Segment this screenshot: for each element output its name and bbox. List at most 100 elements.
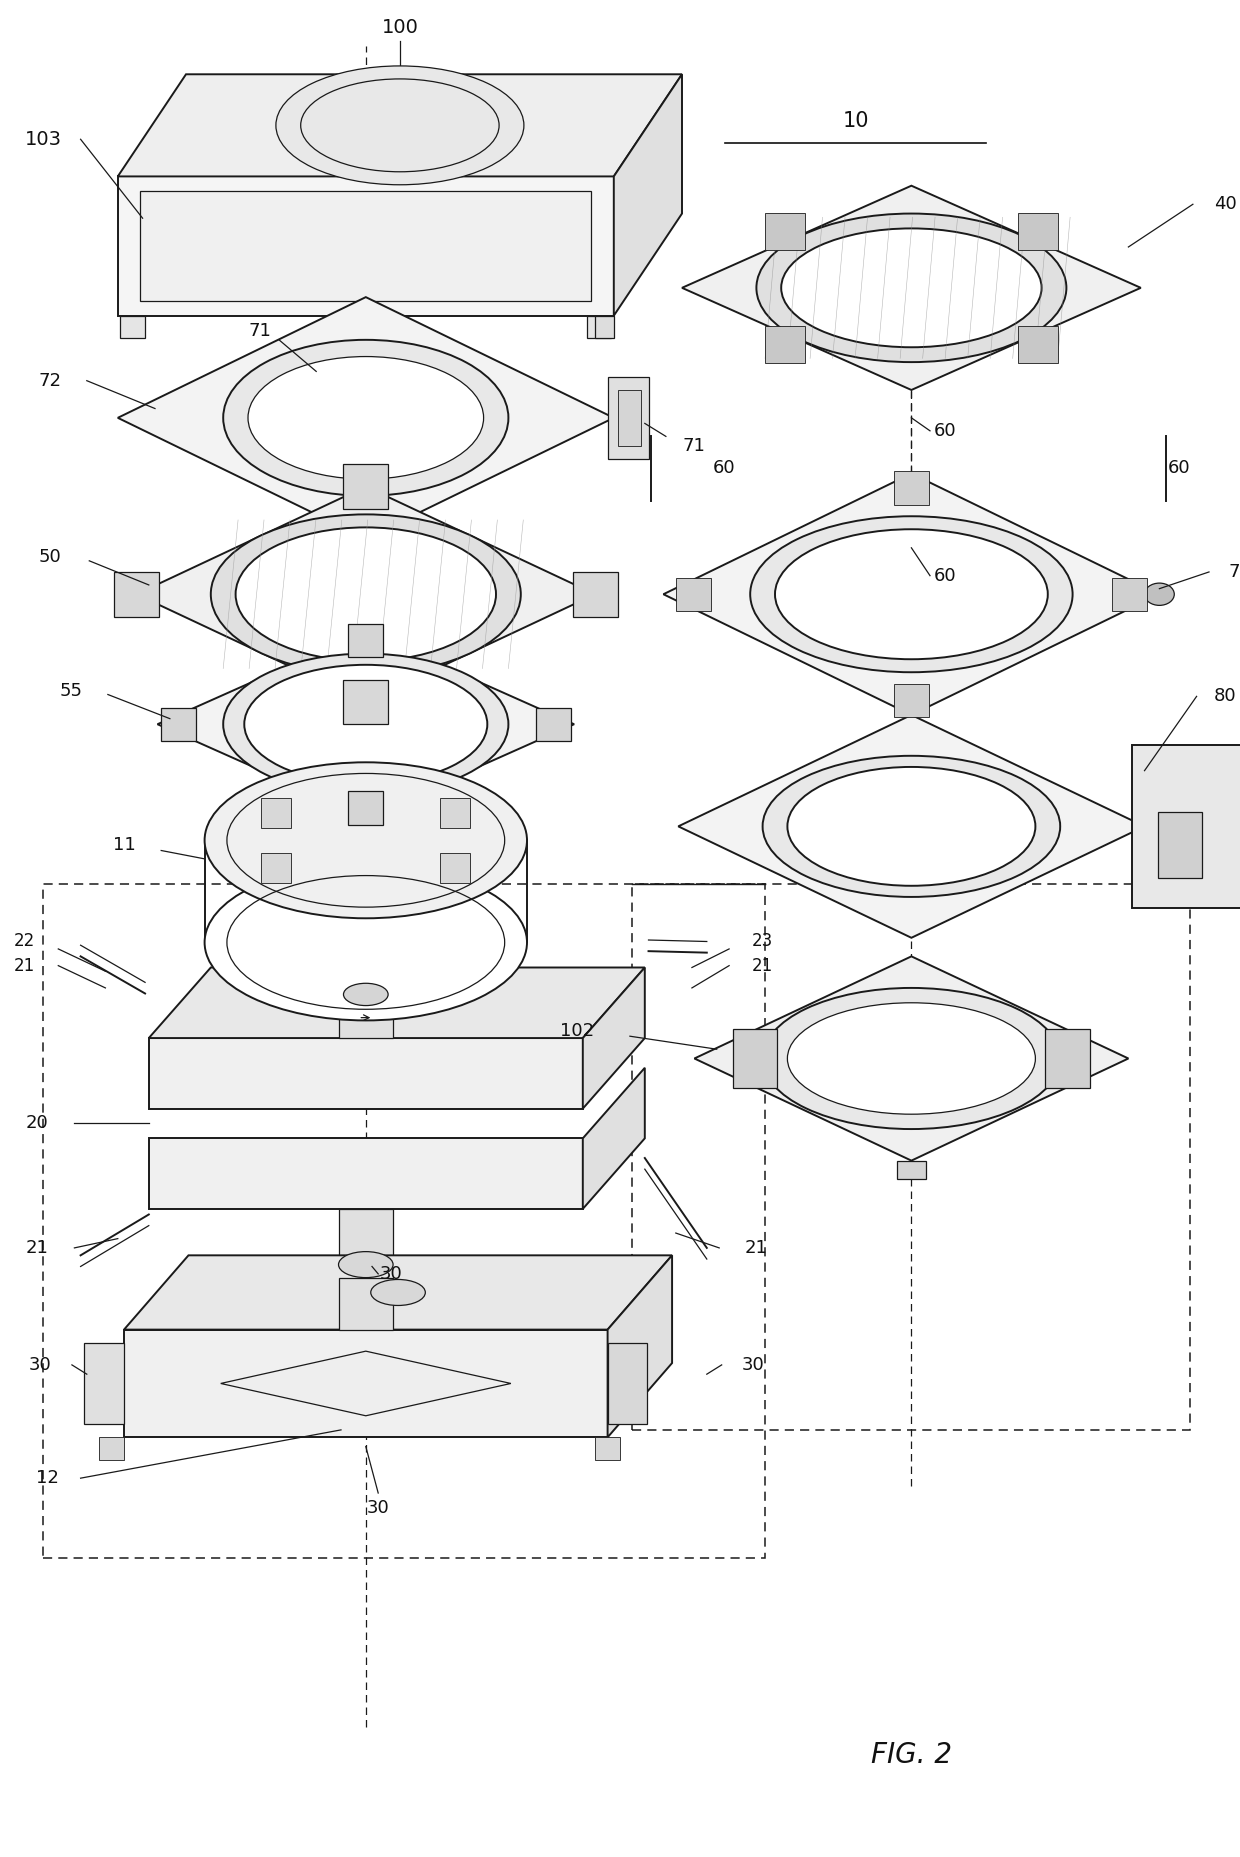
Text: 60: 60 xyxy=(713,459,735,477)
Text: 30: 30 xyxy=(379,1265,402,1283)
Polygon shape xyxy=(339,997,393,1038)
Text: 30: 30 xyxy=(742,1356,764,1374)
Polygon shape xyxy=(1112,578,1147,611)
Text: 60: 60 xyxy=(934,566,956,585)
Text: 71: 71 xyxy=(249,321,272,340)
Polygon shape xyxy=(440,799,470,828)
Text: 22: 22 xyxy=(14,932,36,951)
Polygon shape xyxy=(221,1352,511,1415)
Ellipse shape xyxy=(1145,583,1174,605)
Polygon shape xyxy=(343,680,388,724)
Polygon shape xyxy=(140,191,591,301)
Text: 11: 11 xyxy=(113,836,135,854)
Polygon shape xyxy=(678,715,1145,938)
Ellipse shape xyxy=(205,763,527,919)
Polygon shape xyxy=(536,708,570,741)
Polygon shape xyxy=(676,578,711,611)
Polygon shape xyxy=(694,956,1128,1161)
Polygon shape xyxy=(149,967,645,1038)
Ellipse shape xyxy=(236,527,496,661)
Polygon shape xyxy=(262,852,291,882)
Ellipse shape xyxy=(781,228,1042,347)
Ellipse shape xyxy=(371,1279,425,1305)
Polygon shape xyxy=(124,1255,672,1330)
Ellipse shape xyxy=(205,865,527,1021)
Polygon shape xyxy=(136,487,595,702)
Text: FIG. 2: FIG. 2 xyxy=(870,1740,952,1770)
Polygon shape xyxy=(765,325,805,362)
Text: 55: 55 xyxy=(60,682,82,700)
Ellipse shape xyxy=(339,1252,393,1278)
Polygon shape xyxy=(120,316,145,338)
Ellipse shape xyxy=(223,340,508,496)
Ellipse shape xyxy=(750,516,1073,672)
Polygon shape xyxy=(765,214,805,251)
Polygon shape xyxy=(114,572,159,617)
Text: 21: 21 xyxy=(26,1239,48,1257)
Polygon shape xyxy=(99,1437,124,1460)
Text: 21: 21 xyxy=(14,956,36,975)
Polygon shape xyxy=(118,297,614,539)
Polygon shape xyxy=(124,1330,608,1437)
Polygon shape xyxy=(157,631,574,817)
Text: 72: 72 xyxy=(38,371,61,390)
Polygon shape xyxy=(339,1278,393,1330)
Ellipse shape xyxy=(248,357,484,479)
Ellipse shape xyxy=(277,67,525,186)
Text: 20: 20 xyxy=(26,1114,48,1133)
Polygon shape xyxy=(339,1209,393,1265)
Text: 80: 80 xyxy=(1214,687,1236,706)
Text: 21: 21 xyxy=(751,956,774,975)
Ellipse shape xyxy=(244,665,487,784)
Polygon shape xyxy=(1018,214,1058,251)
Text: 40: 40 xyxy=(1214,195,1236,214)
Polygon shape xyxy=(1132,745,1240,908)
Polygon shape xyxy=(84,1343,124,1424)
Polygon shape xyxy=(682,186,1141,390)
Polygon shape xyxy=(587,316,611,338)
Polygon shape xyxy=(1045,1029,1090,1088)
Polygon shape xyxy=(348,791,383,825)
Ellipse shape xyxy=(223,654,508,795)
Text: 50: 50 xyxy=(38,548,61,566)
Polygon shape xyxy=(583,1068,645,1209)
Text: 102: 102 xyxy=(559,1021,594,1040)
Ellipse shape xyxy=(343,984,388,1006)
Polygon shape xyxy=(262,799,291,828)
Ellipse shape xyxy=(756,214,1066,362)
Ellipse shape xyxy=(763,988,1060,1129)
Text: 60: 60 xyxy=(934,422,956,440)
Text: 70: 70 xyxy=(1229,563,1240,581)
Ellipse shape xyxy=(775,529,1048,659)
Polygon shape xyxy=(348,624,383,657)
Polygon shape xyxy=(618,390,641,446)
Ellipse shape xyxy=(211,514,521,674)
Text: 60: 60 xyxy=(1168,459,1190,477)
Text: 100: 100 xyxy=(382,19,418,37)
Ellipse shape xyxy=(787,1003,1035,1114)
Polygon shape xyxy=(897,1161,926,1179)
Text: 23: 23 xyxy=(751,932,774,951)
Polygon shape xyxy=(149,1038,583,1109)
Polygon shape xyxy=(663,474,1159,715)
Polygon shape xyxy=(118,176,614,316)
Polygon shape xyxy=(343,943,388,995)
Polygon shape xyxy=(440,852,470,882)
Text: 103: 103 xyxy=(25,130,62,149)
Polygon shape xyxy=(608,1343,647,1424)
Polygon shape xyxy=(894,472,929,505)
Polygon shape xyxy=(614,74,682,316)
Polygon shape xyxy=(161,708,196,741)
Polygon shape xyxy=(595,1437,620,1460)
Polygon shape xyxy=(894,683,929,717)
Polygon shape xyxy=(149,1138,583,1209)
Polygon shape xyxy=(583,967,645,1109)
Text: 10: 10 xyxy=(842,111,869,130)
Text: 71: 71 xyxy=(683,436,706,455)
Text: 30: 30 xyxy=(367,1499,389,1517)
Ellipse shape xyxy=(787,767,1035,886)
Text: 12: 12 xyxy=(36,1469,58,1487)
Text: 30: 30 xyxy=(29,1356,51,1374)
Polygon shape xyxy=(1018,325,1058,362)
Polygon shape xyxy=(573,572,618,617)
